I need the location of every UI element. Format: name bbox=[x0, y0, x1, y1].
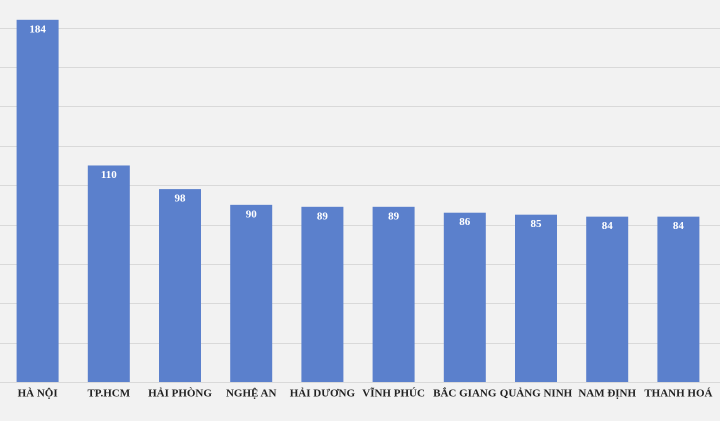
x-tick-label: HẢI PHÒNG bbox=[148, 388, 212, 400]
bar bbox=[586, 216, 629, 382]
x-tick-label: HÀ NỘI bbox=[18, 387, 58, 400]
bar bbox=[16, 19, 59, 383]
x-tick-label: NAM ĐỊNH bbox=[578, 388, 636, 400]
value-label: 110 bbox=[101, 169, 117, 181]
value-label: 84 bbox=[673, 220, 685, 232]
value-label: 84 bbox=[602, 220, 614, 232]
x-tick-label: TP.HCM bbox=[87, 388, 130, 400]
value-label: 98 bbox=[175, 193, 187, 205]
bar bbox=[230, 204, 273, 382]
x-tick-label: HẢI DƯƠNG bbox=[290, 388, 356, 400]
value-label: 86 bbox=[459, 216, 471, 228]
x-tick-label: QUẢNG NINH bbox=[500, 388, 573, 400]
bar bbox=[301, 206, 344, 382]
bar bbox=[443, 212, 486, 382]
bar bbox=[515, 214, 557, 382]
value-label: 90 bbox=[246, 208, 258, 220]
value-label: 89 bbox=[388, 210, 400, 222]
bar bbox=[657, 216, 700, 382]
value-label: 184 bbox=[29, 23, 46, 35]
x-tick-label: VĨNH PHÚC bbox=[362, 388, 425, 400]
x-tick-label: NGHỆ AN bbox=[226, 387, 276, 400]
bar bbox=[372, 206, 415, 382]
bar bbox=[87, 165, 130, 382]
value-label: 85 bbox=[531, 218, 543, 230]
bar bbox=[159, 189, 201, 382]
value-label: 89 bbox=[317, 210, 329, 222]
x-tick-label: THANH HOÁ bbox=[644, 388, 712, 400]
x-tick-label: BẮC GIANG bbox=[433, 387, 497, 400]
